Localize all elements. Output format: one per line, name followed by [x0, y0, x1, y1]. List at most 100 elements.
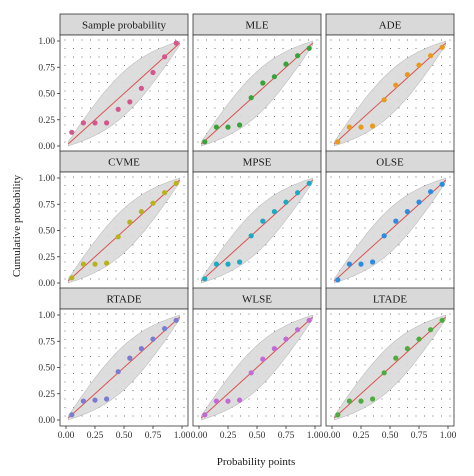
grid-dot	[423, 415, 426, 417]
grid-dot	[316, 269, 318, 272]
data-point	[248, 95, 254, 101]
grid-dot	[140, 278, 143, 280]
y-tick-label: 0.25	[38, 253, 55, 263]
grid-dot	[449, 269, 451, 272]
grid-dot	[449, 47, 451, 50]
grid-dot	[256, 252, 259, 255]
grid-dot	[440, 64, 443, 67]
grid-dot	[273, 372, 276, 375]
data-point	[69, 412, 75, 418]
grid-dot	[256, 39, 259, 41]
grid-dot	[389, 330, 392, 332]
grid-dot	[72, 330, 75, 332]
grid-dot	[347, 244, 349, 246]
grid-dot	[290, 381, 293, 383]
reference-line	[67, 42, 181, 145]
data-point	[271, 74, 277, 80]
grid-dot	[440, 372, 443, 375]
grid-dot	[183, 330, 185, 332]
grid-dot	[256, 201, 259, 204]
data-point	[248, 370, 254, 376]
grid-dot	[347, 235, 349, 238]
grid-dot	[64, 47, 66, 50]
grid-dot	[355, 235, 358, 238]
grid-dot	[239, 81, 242, 84]
grid-dot	[166, 338, 168, 341]
grid-dot	[157, 132, 160, 135]
grid-dot	[81, 313, 83, 315]
grid-dot	[140, 184, 143, 187]
grid-dot	[415, 47, 417, 50]
grid-dot	[157, 235, 160, 238]
grid-dot	[432, 278, 434, 280]
grid-dot	[183, 98, 185, 101]
grid-dot	[140, 107, 143, 109]
grid-dot	[72, 193, 75, 195]
grid-dot	[347, 39, 349, 41]
grid-dot	[183, 39, 185, 41]
facet-title: CVME	[108, 157, 140, 169]
grid-dot	[183, 176, 185, 178]
grid-dot	[299, 201, 301, 204]
grid-dot	[347, 201, 349, 204]
grid-dot	[265, 141, 267, 143]
grid-dot	[406, 330, 409, 332]
grid-dot	[149, 372, 151, 375]
grid-dot	[231, 176, 233, 178]
grid-dot	[222, 338, 225, 341]
grid-dot	[423, 269, 426, 272]
grid-dot	[174, 278, 177, 280]
grid-dot	[166, 141, 168, 143]
grid-dot	[440, 278, 443, 280]
grid-dot	[265, 244, 267, 246]
grid-dot	[98, 81, 100, 84]
grid-dot	[239, 330, 242, 332]
grid-dot	[166, 176, 168, 178]
grid-dot	[72, 347, 75, 349]
grid-dot	[214, 372, 216, 375]
grid-dot	[299, 415, 301, 417]
grid-dot	[432, 124, 434, 126]
grid-dot	[423, 235, 426, 238]
grid-dot	[330, 64, 332, 67]
x-tick-label: 0.75	[145, 431, 162, 441]
grid-dot	[98, 56, 100, 58]
grid-dot	[132, 313, 134, 315]
grid-dot	[307, 98, 310, 101]
grid-dot	[72, 338, 75, 341]
grid-dot	[449, 347, 451, 349]
grid-dot	[231, 278, 233, 280]
grid-dot	[440, 107, 443, 109]
grid-dot	[64, 406, 66, 409]
grid-dot	[406, 39, 409, 41]
grid-dot	[72, 124, 75, 126]
grid-dot	[132, 406, 134, 409]
grid-dot	[432, 252, 434, 255]
grid-dot	[364, 330, 366, 332]
grid-dot	[265, 56, 267, 58]
data-point	[416, 62, 422, 68]
grid-dot	[222, 107, 225, 109]
grid-dot	[106, 338, 109, 341]
grid-dot	[174, 39, 177, 41]
grid-dot	[440, 338, 443, 341]
grid-dot	[415, 261, 417, 263]
grid-dot	[132, 39, 134, 41]
grid-dot	[81, 56, 83, 58]
x-tick-label: 0.25	[220, 431, 237, 441]
grid-dot	[290, 252, 293, 255]
grid-dot	[330, 218, 332, 221]
data-point	[202, 276, 208, 282]
grid-dot	[222, 176, 225, 178]
grid-dot	[81, 389, 83, 392]
y-axis-title: Cumulative probability	[11, 174, 23, 277]
grid-dot	[290, 406, 293, 409]
grid-dot	[64, 398, 66, 400]
grid-dot	[307, 218, 310, 221]
grid-dot	[381, 64, 383, 67]
grid-dot	[123, 115, 126, 118]
grid-dot	[398, 415, 400, 417]
grid-dot	[316, 73, 318, 75]
grid-dot	[372, 210, 375, 212]
grid-dot	[174, 107, 177, 109]
